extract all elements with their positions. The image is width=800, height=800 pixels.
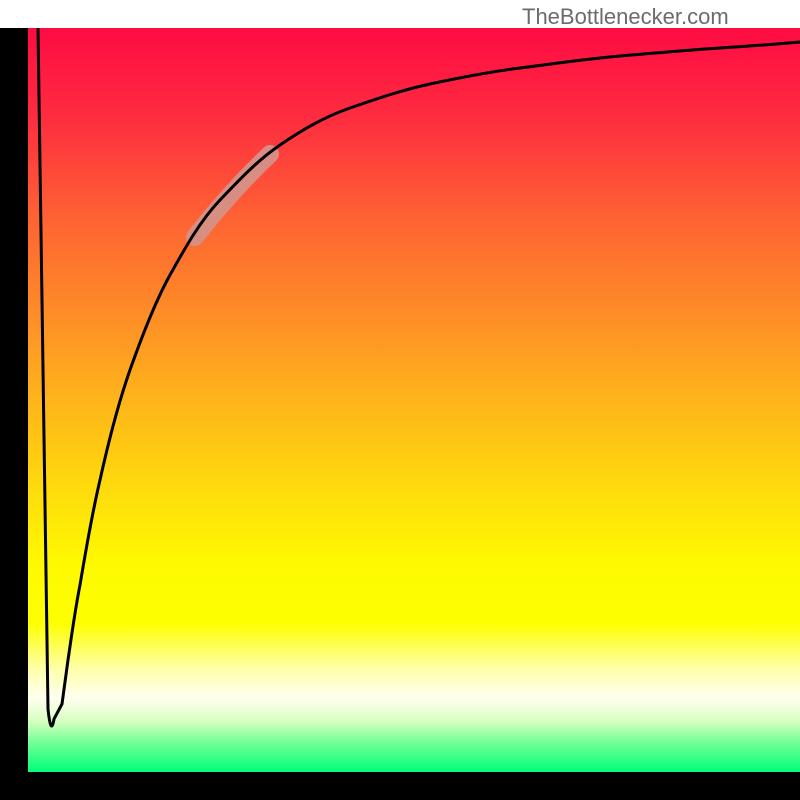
plot-background	[28, 28, 800, 772]
x-axis-band	[0, 772, 800, 800]
bottleneck-chart: TheBottlenecker.com	[0, 0, 800, 800]
y-axis-band	[0, 28, 28, 772]
attribution-text: TheBottlenecker.com	[522, 4, 729, 29]
